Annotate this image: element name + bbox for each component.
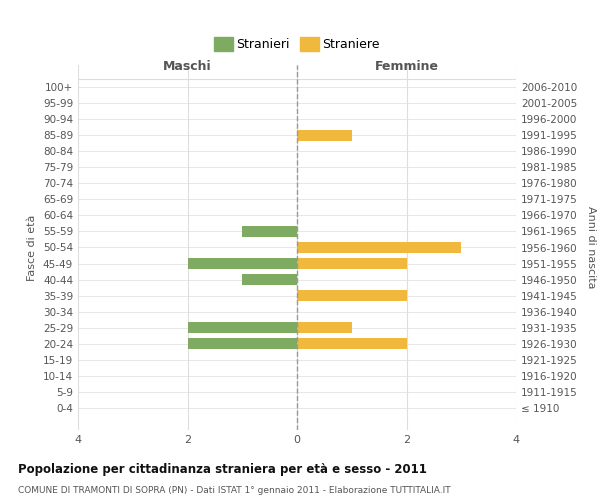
Bar: [297, 242, 461, 254]
Y-axis label: Fasce di età: Fasce di età: [28, 214, 37, 280]
Legend: Stranieri, Straniere: Stranieri, Straniere: [210, 34, 384, 55]
Y-axis label: Anni di nascita: Anni di nascita: [586, 206, 596, 289]
Bar: [187, 258, 297, 270]
Bar: [187, 322, 297, 334]
Text: COMUNE DI TRAMONTI DI SOPRA (PN) - Dati ISTAT 1° gennaio 2011 - Elaborazione TUT: COMUNE DI TRAMONTI DI SOPRA (PN) - Dati …: [18, 486, 451, 495]
Bar: [297, 258, 407, 270]
Bar: [297, 290, 407, 302]
Bar: [297, 130, 352, 141]
Text: Maschi: Maschi: [163, 60, 212, 73]
Text: Femmine: Femmine: [374, 60, 439, 73]
Bar: [297, 322, 352, 334]
Bar: [187, 338, 297, 349]
Bar: [297, 338, 407, 349]
Bar: [242, 226, 297, 237]
Text: Popolazione per cittadinanza straniera per età e sesso - 2011: Popolazione per cittadinanza straniera p…: [18, 462, 427, 475]
Bar: [242, 274, 297, 285]
